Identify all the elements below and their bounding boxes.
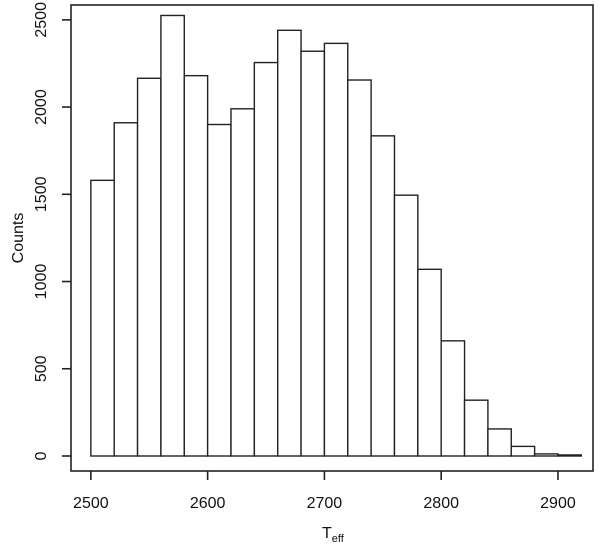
histogram-bar [206,123,232,457]
histogram-bar [160,14,185,457]
histogram-bar [533,453,559,457]
histogram-bar [510,445,536,457]
histogram-bar [277,29,302,457]
histogram-bar [347,79,372,457]
x-axis-tick-label: 2600 [190,495,226,512]
y-axis-tick-label: 0 [33,451,50,460]
histogram-bar [253,61,279,457]
x-axis-title: Teff [322,525,345,545]
y-axis-tick-label: 2500 [33,2,50,38]
histogram-bar [557,454,583,457]
x-axis-title-main: T [322,525,332,542]
histogram-bar [183,74,209,457]
x-axis-tick-label: 2700 [307,495,343,512]
histogram-bar [393,194,419,457]
y-axis-tick-label: 2000 [33,89,50,125]
y-axis-tick-label: 1000 [33,264,50,300]
histogram-bar [230,108,256,457]
x-axis-tick-label: 2800 [423,495,459,512]
x-axis-tick-label: 2900 [540,495,576,512]
histogram-bar [90,179,115,457]
x-axis-title-subscript: eff [332,533,345,545]
histogram-bar [417,268,442,457]
x-axis-tick-label: 2500 [73,495,109,512]
y-axis-tick-label: 500 [33,355,50,382]
histogram-bar [113,122,139,457]
y-axis-title: Counts [10,213,27,264]
histogram-bar [300,50,326,457]
plot-box [70,4,594,472]
histogram-bar [463,399,489,457]
histogram-bar [440,340,466,457]
histogram-bar [370,135,396,457]
histogram-bar [323,42,349,457]
histogram-bar [487,428,512,457]
y-axis-tick-label: 1500 [33,176,50,212]
histogram-bar [136,77,162,457]
